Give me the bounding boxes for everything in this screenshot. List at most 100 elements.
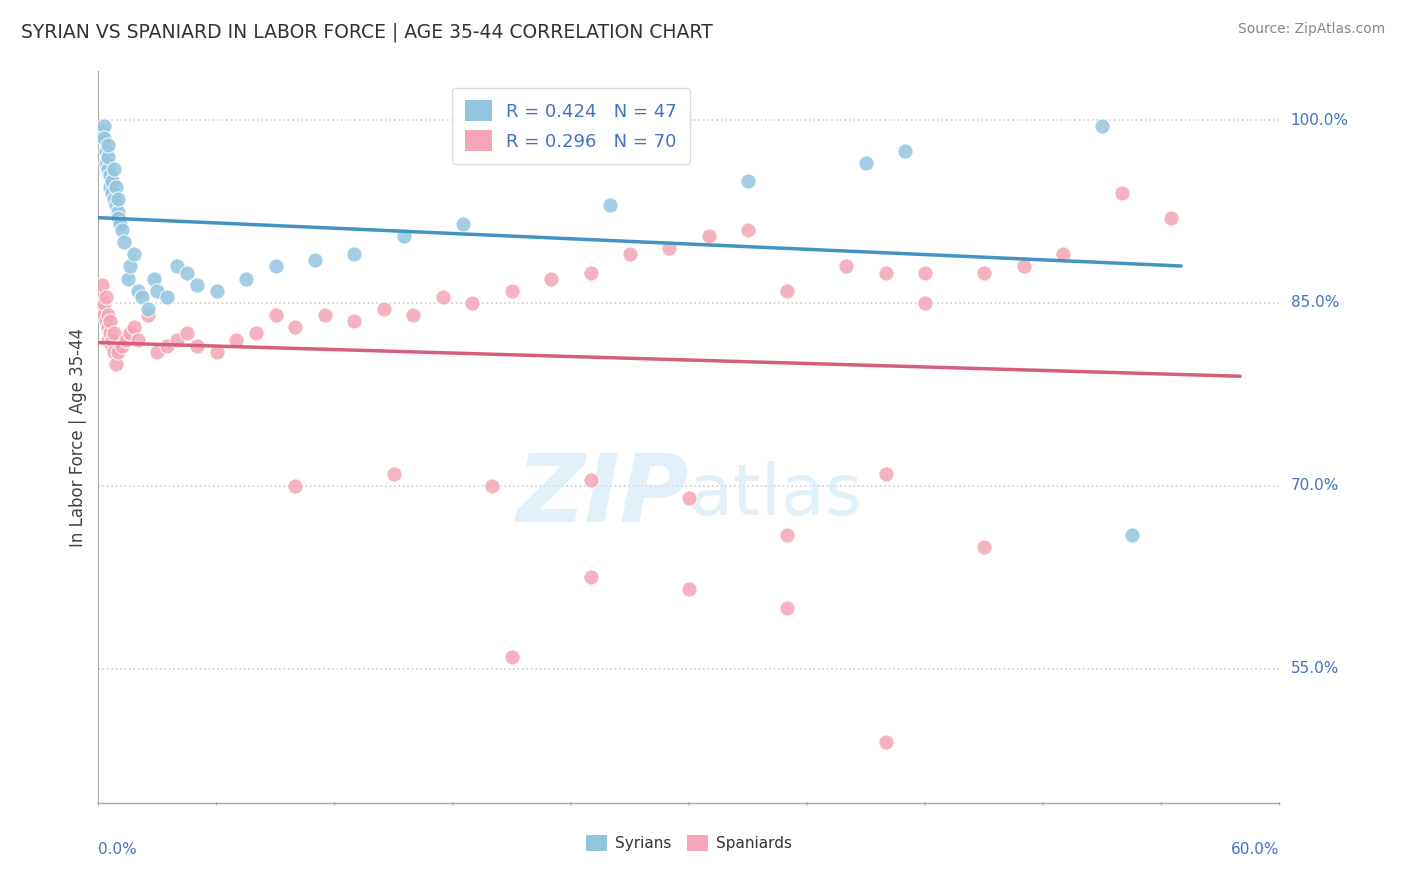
Text: 70.0%: 70.0% bbox=[1291, 478, 1339, 493]
Point bbox=[392, 228, 415, 243]
Point bbox=[107, 204, 129, 219]
Point bbox=[343, 314, 366, 328]
Point bbox=[1012, 260, 1035, 274]
Point bbox=[103, 326, 125, 341]
Point bbox=[108, 217, 131, 231]
Point bbox=[101, 186, 124, 201]
Point bbox=[284, 320, 307, 334]
Point bbox=[107, 344, 129, 359]
Point bbox=[103, 192, 125, 206]
Point bbox=[97, 150, 120, 164]
Point bbox=[127, 284, 149, 298]
Point bbox=[136, 301, 159, 317]
Point bbox=[91, 277, 114, 292]
Point bbox=[136, 308, 159, 322]
Point bbox=[432, 290, 454, 304]
Point bbox=[146, 344, 169, 359]
Point bbox=[98, 326, 121, 341]
Point bbox=[93, 131, 115, 145]
Point bbox=[105, 357, 128, 371]
Point bbox=[914, 296, 936, 310]
Point bbox=[105, 180, 128, 194]
Point bbox=[122, 247, 145, 261]
Point bbox=[776, 527, 799, 541]
Point bbox=[619, 247, 641, 261]
Point bbox=[93, 120, 115, 134]
Point bbox=[451, 217, 474, 231]
Point bbox=[875, 265, 897, 279]
Point bbox=[118, 260, 141, 274]
Point bbox=[579, 265, 602, 279]
Point bbox=[894, 144, 917, 158]
Point bbox=[131, 290, 153, 304]
Point bbox=[101, 339, 124, 353]
Point bbox=[737, 174, 759, 188]
Text: 55.0%: 55.0% bbox=[1291, 661, 1339, 676]
Point bbox=[156, 339, 179, 353]
Point bbox=[658, 241, 681, 255]
Point bbox=[176, 326, 198, 341]
Point bbox=[98, 180, 121, 194]
Point bbox=[205, 284, 228, 298]
Point bbox=[373, 301, 395, 317]
Legend: Syrians, Spaniards: Syrians, Spaniards bbox=[579, 830, 799, 857]
Point bbox=[1052, 247, 1074, 261]
Point bbox=[776, 600, 799, 615]
Point bbox=[1121, 527, 1143, 541]
Point bbox=[875, 735, 897, 749]
Point bbox=[875, 467, 897, 481]
Point bbox=[107, 211, 129, 225]
Point bbox=[91, 125, 114, 139]
Point bbox=[98, 168, 121, 182]
Point bbox=[776, 284, 799, 298]
Point bbox=[678, 491, 700, 505]
Point bbox=[105, 198, 128, 212]
Point bbox=[382, 467, 405, 481]
Point bbox=[98, 314, 121, 328]
Point bbox=[697, 228, 720, 243]
Point bbox=[501, 284, 523, 298]
Text: Source: ZipAtlas.com: Source: ZipAtlas.com bbox=[1237, 22, 1385, 37]
Point bbox=[91, 301, 114, 317]
Point bbox=[461, 296, 484, 310]
Point bbox=[96, 144, 118, 158]
Text: 85.0%: 85.0% bbox=[1291, 295, 1339, 310]
Point bbox=[973, 540, 995, 554]
Point bbox=[93, 296, 115, 310]
Point bbox=[103, 344, 125, 359]
Point bbox=[579, 570, 602, 584]
Text: 100.0%: 100.0% bbox=[1291, 112, 1348, 128]
Point bbox=[96, 155, 118, 169]
Point bbox=[156, 290, 179, 304]
Text: ZIP: ZIP bbox=[516, 450, 689, 541]
Point bbox=[142, 271, 165, 285]
Point bbox=[343, 247, 366, 261]
Point bbox=[101, 333, 124, 347]
Point bbox=[914, 265, 936, 279]
Point bbox=[101, 174, 124, 188]
Point bbox=[111, 223, 134, 237]
Point bbox=[304, 253, 326, 268]
Text: 60.0%: 60.0% bbox=[1232, 842, 1279, 856]
Point bbox=[97, 137, 120, 152]
Point bbox=[96, 314, 118, 328]
Point bbox=[117, 271, 139, 285]
Point bbox=[402, 308, 425, 322]
Point bbox=[205, 344, 228, 359]
Point bbox=[264, 260, 287, 274]
Point bbox=[97, 320, 120, 334]
Point bbox=[678, 582, 700, 597]
Point bbox=[481, 479, 503, 493]
Point bbox=[146, 284, 169, 298]
Text: SYRIAN VS SPANIARD IN LABOR FORCE | AGE 35-44 CORRELATION CHART: SYRIAN VS SPANIARD IN LABOR FORCE | AGE … bbox=[21, 22, 713, 42]
Point bbox=[235, 271, 257, 285]
Point bbox=[314, 308, 336, 322]
Point bbox=[245, 326, 267, 341]
Point bbox=[166, 260, 188, 274]
Point bbox=[96, 290, 118, 304]
Point bbox=[93, 308, 115, 322]
Point bbox=[115, 333, 138, 347]
Y-axis label: In Labor Force | Age 35-44: In Labor Force | Age 35-44 bbox=[69, 327, 87, 547]
Point bbox=[284, 479, 307, 493]
Point bbox=[186, 339, 208, 353]
